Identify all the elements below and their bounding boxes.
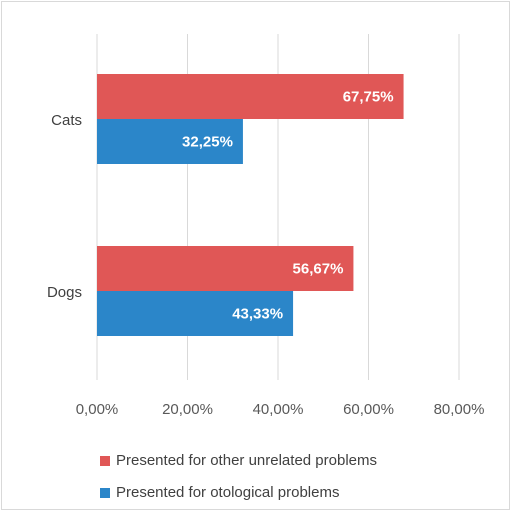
- data-label-dogs-series-1: 43,33%: [232, 306, 283, 323]
- legend-item-unrelated: Presented for other unrelated problems: [100, 452, 480, 469]
- data-label-dogs-series-0: 56,67%: [293, 261, 344, 278]
- legend-label-unrelated: Presented for other unrelated problems: [116, 452, 377, 469]
- legend-swatch-otological: [100, 487, 110, 498]
- legend-swatch-unrelated: [100, 455, 110, 466]
- data-label-cats-series-1: 32,25%: [182, 134, 233, 151]
- x-tick-label: 0,00%: [76, 401, 119, 418]
- data-label-cats-series-0: 67,75%: [343, 89, 394, 106]
- bar-dogs-series-0: [97, 246, 354, 291]
- x-tick-label: 40,00%: [253, 401, 304, 418]
- bars: [97, 74, 404, 336]
- bar-cats-series-1: [97, 119, 243, 164]
- bar-cats-series-0: [97, 74, 404, 119]
- category-label-dogs: Dogs: [47, 284, 82, 301]
- category-axis: Cats Dogs: [47, 112, 82, 301]
- value-axis: 0,00% 20,00% 40,00% 60,00% 80,00%: [76, 401, 485, 418]
- legend-label-otological: Presented for otological problems: [116, 484, 340, 501]
- legend-item-otological: Presented for otological problems: [100, 484, 480, 501]
- x-tick-label: 60,00%: [343, 401, 394, 418]
- x-tick-label: 80,00%: [434, 401, 485, 418]
- data-labels: 67,75% 32,25% 56,67% 43,33%: [182, 89, 394, 323]
- x-tick-label: 20,00%: [162, 401, 213, 418]
- category-label-cats: Cats: [51, 112, 82, 129]
- bar-dogs-series-1: [97, 291, 294, 336]
